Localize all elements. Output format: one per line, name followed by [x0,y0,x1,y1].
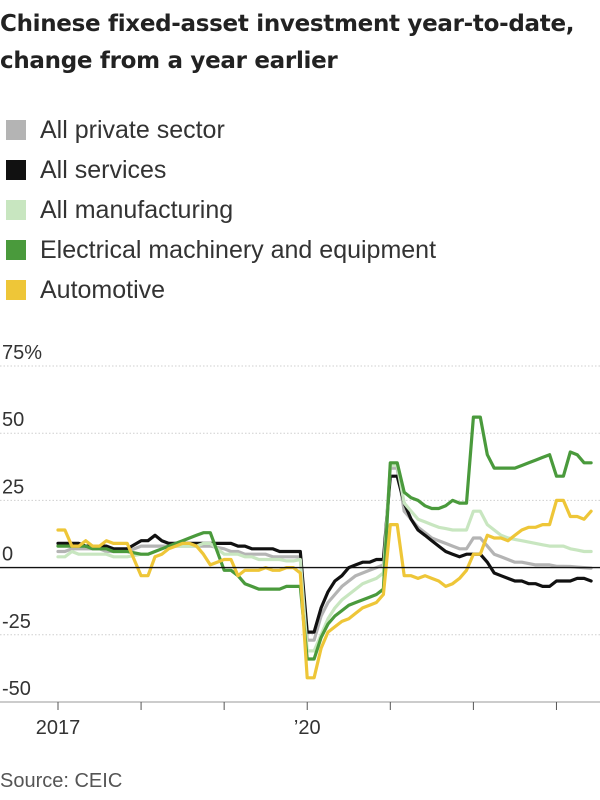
y-tick-label: 50 [2,409,24,431]
legend-item-manufacturing: All manufacturing [0,190,436,230]
legend-swatch-manufacturing [6,200,26,220]
grid [0,365,600,703]
legend-swatch-electrical-machinery [6,240,26,260]
legend-swatch-services [6,160,26,180]
y-tick-label: 75% [2,342,42,364]
series-line-all-manufacturing [56,463,593,653]
legend-item-automotive: Automotive [0,270,436,310]
legend-label-electrical-machinery: Electrical machinery and equipment [40,235,437,264]
legend-swatch-private-sector [6,120,26,140]
legend-label-manufacturing: All manufacturing [40,195,234,224]
legend-item-services: All services [0,150,436,190]
x-tick-label: 2017 [36,717,81,739]
y-tick-label: -50 [2,678,31,700]
legend-label-private-sector: All private sector [40,115,225,144]
series-line-all-services [56,474,593,634]
series-line-automotive [56,498,593,680]
series-line-electrical-machinery-and-equipment [56,415,593,661]
series-lines [56,415,593,680]
y-tick-label: 0 [2,544,13,566]
chart-title: Chinese fixed-asset investment year-to-d… [0,11,575,74]
legend-label-automotive: Automotive [40,275,166,304]
legend-item-private-sector: All private sector [0,110,436,150]
legend-item-electrical-machinery: Electrical machinery and equipment [0,230,436,270]
x-tick-label: ’20 [294,717,321,739]
y-tick-label: -25 [2,611,31,633]
series-line-all-private-sector [56,466,593,642]
legend: All private sector All services All manu… [0,110,436,310]
source-note: Source: CEIC [0,770,123,792]
y-tick-label: 25 [2,476,24,498]
legend-label-services: All services [40,155,167,184]
legend-swatch-automotive [6,280,26,300]
